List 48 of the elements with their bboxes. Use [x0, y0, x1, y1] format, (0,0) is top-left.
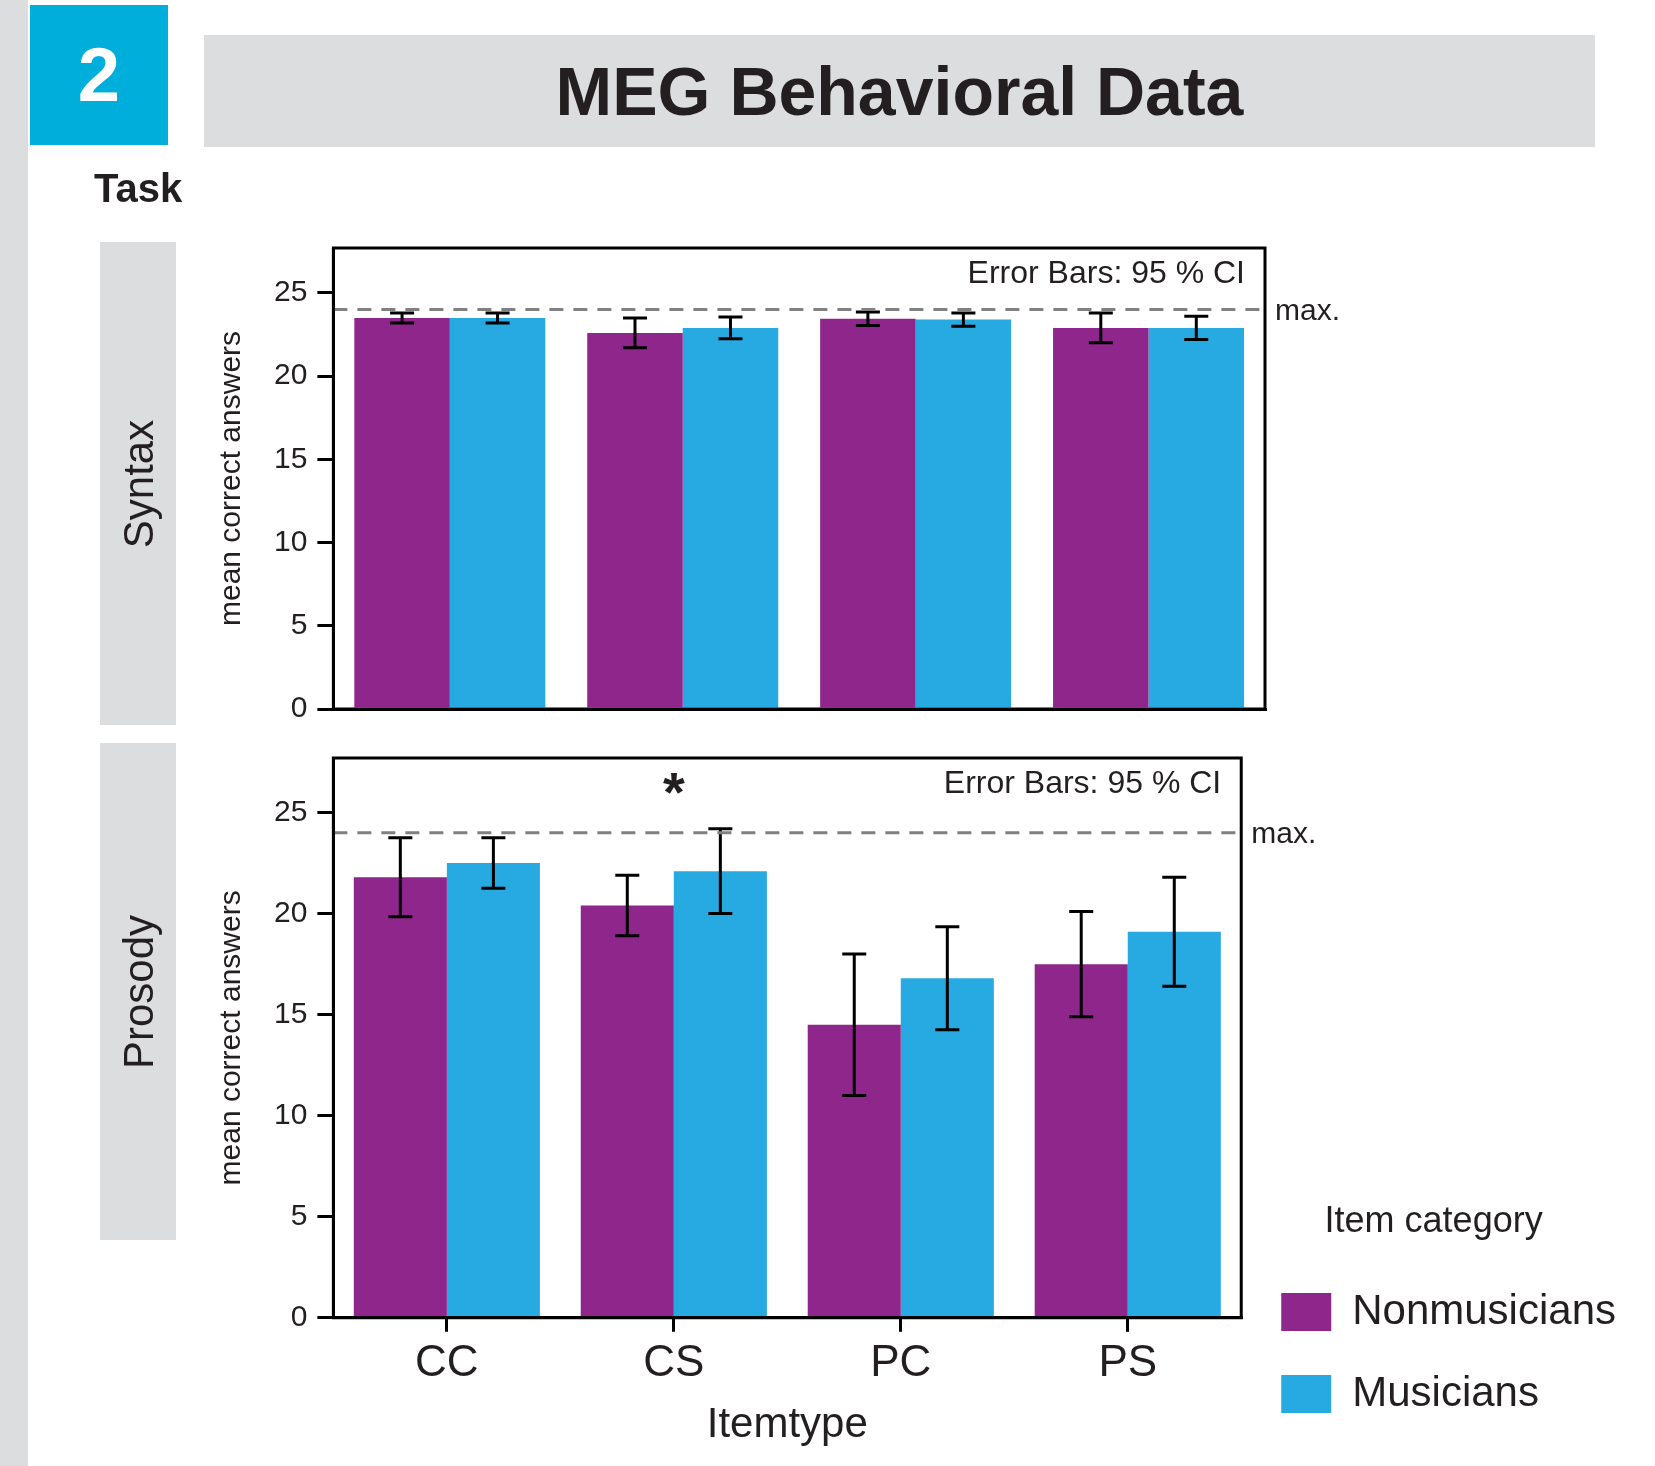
ref-line-label: max.	[1275, 292, 1341, 326]
annotation: *	[662, 760, 685, 824]
x-tick-label: PC	[870, 1336, 932, 1386]
bar	[446, 863, 540, 1317]
bar	[580, 905, 674, 1317]
y-tick-label: 15	[273, 440, 308, 474]
y-tick-label: 25	[273, 274, 308, 308]
y-tick-label: 10	[273, 523, 308, 557]
y-axis-title: mean correct answers	[213, 330, 247, 627]
ref-line-label: max.	[1251, 816, 1317, 850]
bar	[1148, 327, 1245, 708]
bar	[587, 332, 683, 708]
bar	[449, 317, 546, 708]
bar	[807, 1024, 901, 1317]
bar	[1053, 327, 1149, 708]
y-tick-label: 15	[273, 995, 308, 1029]
bar	[1127, 931, 1221, 1317]
bar	[353, 877, 447, 1317]
bar	[682, 327, 779, 708]
x-axis-title: Itemtype	[706, 1399, 868, 1447]
text: 2	[30, 5, 168, 145]
y-tick-label: 10	[273, 1096, 308, 1130]
y-tick-label: 5	[290, 607, 308, 641]
text: Syntax	[113, 418, 163, 550]
bar	[915, 319, 1012, 708]
legend-title: Item category	[1324, 1198, 1543, 1240]
y-axis-title: mean correct answers	[213, 890, 247, 1186]
bar	[1034, 964, 1128, 1317]
x-tick-label: CS	[643, 1336, 705, 1386]
chart-title: MEG Behavioral Data	[204, 35, 1595, 147]
y-tick-label: 0	[290, 1299, 308, 1333]
bar	[820, 318, 916, 708]
x-tick-label: PS	[1098, 1336, 1158, 1386]
annotation: Error Bars: 95 % CI	[943, 763, 1222, 800]
y-tick-label: 20	[273, 357, 308, 391]
text: Prosody	[113, 913, 163, 1071]
text: Task	[94, 166, 183, 211]
annotation: Error Bars: 95 % CI	[967, 253, 1245, 290]
y-tick-label: 25	[273, 793, 308, 827]
y-tick-label: 0	[290, 690, 308, 724]
x-tick-label: CC	[415, 1336, 479, 1386]
bar	[354, 317, 450, 708]
bar	[900, 978, 994, 1317]
legend-label: Nonmusicians	[1352, 1285, 1617, 1333]
y-tick-label: 20	[273, 894, 308, 928]
legend-label: Musicians	[1352, 1367, 1539, 1415]
bar	[673, 871, 767, 1317]
y-tick-label: 5	[290, 1198, 308, 1232]
